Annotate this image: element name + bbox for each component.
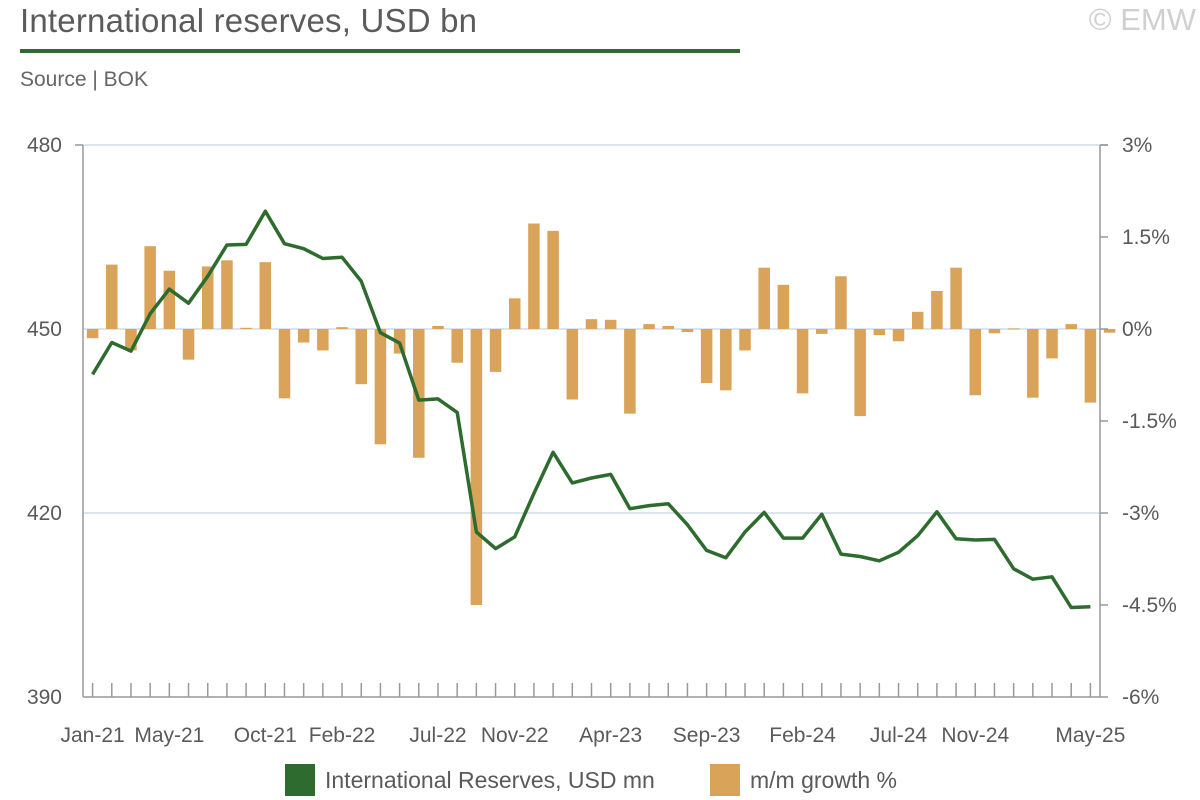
bar-33 — [720, 329, 732, 391]
title-underline — [20, 49, 740, 53]
x-tick-label: Jul-22 — [409, 724, 466, 747]
bar-48 — [1007, 328, 1020, 330]
bar-3 — [144, 246, 156, 329]
bar-18 — [432, 325, 444, 329]
bar-9 — [259, 262, 272, 329]
bar-12 — [317, 329, 329, 351]
reserves-line — [91, 209, 1091, 610]
legend-swatch-growth — [710, 764, 740, 796]
tick-labels: 480 450 420 390 3% 1.5% 0% -1.5% -3% -4.5% -6% Jan-… — [27, 134, 1177, 747]
bar-14 — [355, 329, 367, 385]
bar-4 — [163, 270, 176, 329]
bar-1 — [106, 264, 118, 329]
bar-35 — [758, 267, 770, 329]
bar-31 — [681, 329, 694, 333]
bar-44 — [931, 290, 943, 329]
chart-canvas: 480 450 420 390 3% 1.5% 0% -1.5% -3% -4.5% -6% Jan-… — [27, 134, 1177, 747]
bar-25 — [566, 329, 579, 400]
bar-22 — [508, 298, 521, 329]
x-tick-label: Nov-24 — [941, 724, 1009, 747]
x-tick-label: May-25 — [1055, 724, 1125, 747]
bar-41 — [873, 329, 886, 336]
x-tick-label: Sep-23 — [673, 724, 741, 747]
bar-15 — [374, 329, 387, 445]
bar-38 — [816, 329, 828, 334]
right-tick-label: -3% — [1122, 502, 1159, 525]
bar-42 — [892, 329, 905, 342]
x-tick-label: Nov-22 — [481, 724, 549, 747]
bar-45 — [950, 267, 962, 329]
legend-item-reserves: International Reserves, USD mn — [285, 764, 655, 796]
x-tick-label: Jan-21 — [60, 724, 124, 747]
x-tick-label: Feb-22 — [309, 724, 376, 747]
right-tick-label: -6% — [1122, 686, 1159, 709]
bar-8 — [240, 327, 252, 329]
right-tick-label: 3% — [1122, 134, 1152, 157]
bar-47 — [988, 329, 1001, 334]
right-tick-label: 0% — [1122, 318, 1152, 341]
chart-title: International reserves, USD bn — [20, 2, 478, 39]
right-tick-label: -1.5% — [1122, 410, 1177, 433]
legend-item-growth: m/m growth % — [710, 764, 897, 796]
bar-11 — [297, 329, 310, 343]
bar-7 — [221, 260, 233, 329]
bar-21 — [489, 329, 502, 372]
left-tick-label: 480 — [27, 134, 62, 157]
bar-51 — [1065, 324, 1077, 329]
legend-label-reserves: International Reserves, USD mn — [325, 766, 655, 793]
left-tick-label: 450 — [27, 318, 62, 341]
axes — [75, 144, 1108, 698]
line-series — [91, 209, 1091, 610]
bar-43 — [911, 311, 924, 329]
x-tick-label: Feb-24 — [769, 724, 836, 747]
x-tick-label: Jul-24 — [870, 724, 928, 747]
left-tick-label: 420 — [27, 502, 62, 525]
right-tick-label: -4.5% — [1122, 594, 1177, 617]
bar-17 — [413, 329, 425, 458]
bar-20 — [470, 329, 483, 605]
bar-6 — [201, 266, 214, 329]
bar-series — [86, 223, 1116, 605]
bar-19 — [451, 329, 463, 363]
bar-30 — [662, 325, 675, 329]
bar-28 — [624, 329, 636, 414]
legend-swatch-reserves — [285, 764, 315, 796]
bar-46 — [969, 329, 982, 396]
bar-39 — [835, 276, 847, 329]
bar-49 — [1027, 329, 1039, 398]
x-tick-label: May-21 — [134, 724, 204, 747]
watermark: © EMW — [1088, 2, 1196, 37]
bar-27 — [604, 319, 617, 329]
x-tick-label: Oct-21 — [234, 724, 297, 747]
bar-32 — [700, 329, 713, 383]
bar-23 — [528, 223, 540, 329]
bar-10 — [278, 329, 291, 399]
x-tick-label: Apr-23 — [579, 724, 642, 747]
left-tick-label: 390 — [27, 686, 62, 709]
legend: International Reserves, USD mn m/m growt… — [0, 764, 1200, 800]
bar-13 — [336, 327, 348, 329]
bar-2 — [125, 329, 137, 351]
bar-40 — [854, 329, 866, 417]
bar-26 — [585, 319, 598, 329]
bar-0 — [86, 329, 99, 339]
right-tick-label: 1.5% — [1122, 226, 1170, 249]
bar-53 — [1103, 329, 1116, 333]
bar-24 — [547, 230, 559, 329]
source-label: Source | BOK — [20, 68, 149, 91]
bar-50 — [1046, 329, 1058, 359]
legend-label-growth: m/m growth % — [750, 766, 897, 793]
bar-5 — [182, 329, 195, 360]
bar-29 — [643, 324, 655, 329]
bar-37 — [796, 329, 809, 394]
bar-34 — [739, 329, 751, 351]
bar-52 — [1084, 329, 1097, 403]
bar-36 — [777, 284, 790, 329]
